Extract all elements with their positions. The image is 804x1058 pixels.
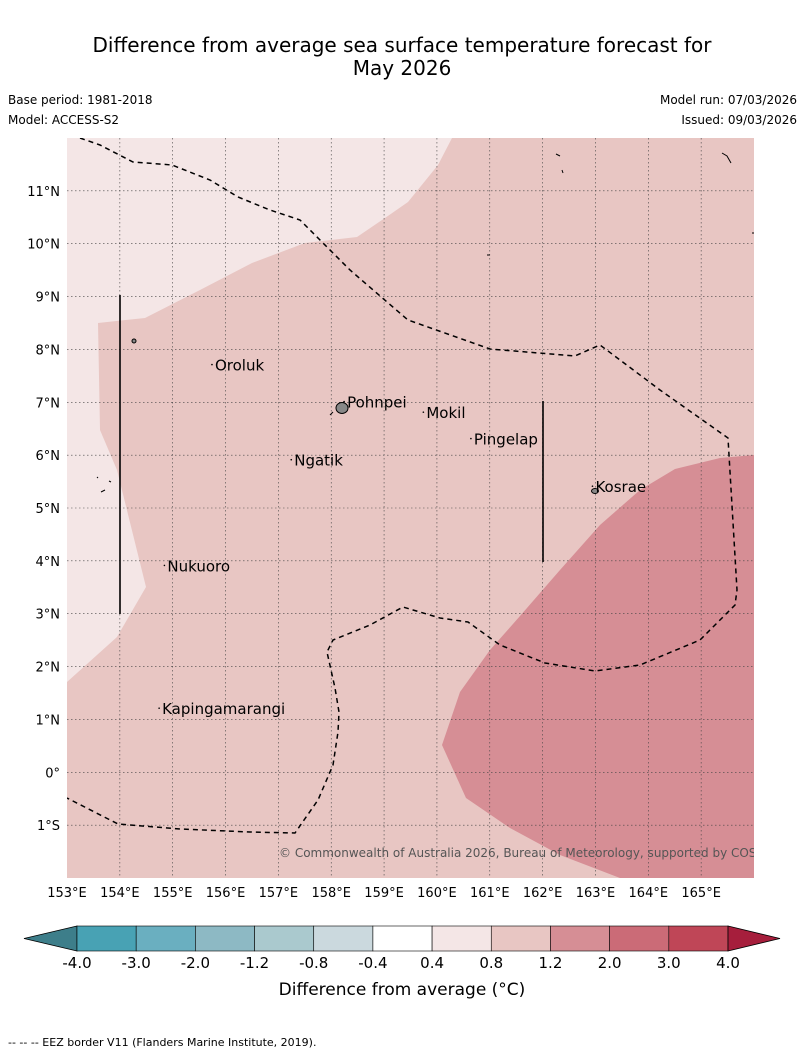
colorbar-segment <box>76 925 137 952</box>
colorbar-over-arrow <box>727 925 781 952</box>
lon-tick-label: 154°E <box>100 886 140 901</box>
map-plot-area: Oroluk Pohnpei Mokil Pingelap Ngatik Kosrae Nu… <box>67 138 784 878</box>
lat-tick-label: 2°N <box>36 661 61 676</box>
colorbar-title: Difference from average (°C) <box>278 980 526 1000</box>
base-period: Base period: 1981-2018 <box>8 93 153 107</box>
small-islet-1 <box>329 411 334 416</box>
lat-tick-label: 1°N <box>36 713 61 728</box>
colorbar-segment <box>490 925 551 952</box>
pohnpei-island <box>335 402 349 414</box>
islands <box>96 152 754 494</box>
graticule <box>67 138 754 878</box>
eez-borders <box>67 138 738 834</box>
place-label: Mokil <box>426 404 465 422</box>
lat-tick-label: 11°N <box>27 185 60 200</box>
colorbar-segment <box>313 925 374 952</box>
lat-tick-label: 1°S <box>37 819 60 834</box>
lon-tick-label: 155°E <box>153 886 193 901</box>
colorbar-tick-label: -4.0 <box>62 954 91 972</box>
colorbar-tick-label: 2.0 <box>598 954 622 972</box>
place-marker <box>422 411 425 413</box>
place-label: Kosrae <box>595 478 646 496</box>
lon-tick-label: 153°E <box>47 886 87 901</box>
latitude-tick-labels: 1°S 0° 1°N 2°N 3°N 4°N 5°N 6°N 7°N 8°N 9°N 10°N 11°N <box>27 185 60 834</box>
lon-tick-label: 164°E <box>629 886 669 901</box>
anomaly-field-0.4-0.8-north <box>67 138 452 682</box>
colorbar-segment <box>135 925 196 952</box>
colorbar-under-arrow <box>23 925 78 952</box>
place-marker <box>343 400 345 403</box>
lat-tick-label: 3°N <box>36 608 61 623</box>
colorbar-tick-label: -3.0 <box>122 954 151 972</box>
model-name: Model: ACCESS-S2 <box>8 113 120 127</box>
lon-tick-label: 160°E <box>417 886 457 901</box>
place-label: Oroluk <box>215 357 264 375</box>
copyright-notice: © Commonwealth of Australia 2026, Bureau… <box>279 846 784 860</box>
small-islet-4 <box>721 152 732 164</box>
place-marker <box>470 437 472 440</box>
colorbar-segment <box>609 925 670 952</box>
small-islet-2 <box>96 476 112 493</box>
lat-tick-label: 0° <box>45 766 60 781</box>
colorbar-tick-label: -1.2 <box>240 954 269 972</box>
colorbar-tick-label: -2.0 <box>181 954 210 972</box>
lon-tick-label: 157°E <box>259 886 299 901</box>
colorbar-tick-label: 4.0 <box>716 954 740 972</box>
sst-anomaly-map: Oroluk Pohnpei Mokil Pingelap Ngatik Kosrae Nu… <box>23 138 784 972</box>
colorbar-tick-label: 0.8 <box>479 954 503 972</box>
place-label: Pingelap <box>474 431 538 449</box>
place-label: Ngatik <box>294 452 343 470</box>
colorbar-segment <box>431 925 492 952</box>
colorbar-tick-label: -0.8 <box>299 954 328 972</box>
lat-tick-label: 10°N <box>27 238 60 253</box>
colorbar-tick-label: 0.4 <box>420 954 444 972</box>
colorbar-segment <box>668 925 729 952</box>
place-label: Kapingamarangi <box>162 700 285 718</box>
lon-tick-label: 159°E <box>364 886 404 901</box>
colorbar-segment <box>195 925 255 952</box>
place-label: Nukuoro <box>167 557 230 575</box>
kosrae-island <box>591 488 599 494</box>
place-marker <box>290 458 293 461</box>
lat-tick-label: 6°N <box>36 449 61 464</box>
place-marker <box>158 707 160 709</box>
colorbar: -4.0 -3.0 -2.0 -1.2 -0.8 -0.4 0.4 0.8 1.2 2.0 3.0 4… <box>23 925 781 972</box>
colorbar-segment <box>550 925 610 952</box>
lat-tick-label: 5°N <box>36 502 61 517</box>
issued-date: Issued: 09/03/2026 <box>681 113 797 127</box>
lat-tick-label: 9°N <box>36 291 61 306</box>
lon-tick-label: 161°E <box>470 886 510 901</box>
lon-tick-label: 165°E <box>681 886 721 901</box>
lat-tick-label: 7°N <box>36 396 61 411</box>
colorbar-segment <box>254 925 315 952</box>
colorbar-tick-label: 1.2 <box>539 954 563 972</box>
place-labels: Oroluk Pohnpei Mokil Pingelap Ngatik Kosrae Nu… <box>158 357 646 718</box>
longitude-tick-labels: 153°E 154°E 155°E 156°E 157°E 158°E 159°E 160°E… <box>47 886 721 901</box>
lat-tick-label: 4°N <box>36 555 61 570</box>
place-marker <box>591 485 594 487</box>
lat-tick-label: 8°N <box>36 343 61 358</box>
colorbar-tick-label: -0.4 <box>358 954 387 972</box>
lon-tick-label: 158°E <box>311 886 351 901</box>
place-marker <box>163 564 166 567</box>
lon-tick-label: 162°E <box>523 886 563 901</box>
oroluk-atoll <box>131 338 137 344</box>
place-label: Pohnpei <box>347 394 407 412</box>
title-line-2: May 2026 <box>352 56 452 80</box>
title-line-1: Difference from average sea surface temp… <box>92 33 712 57</box>
small-islet-3 <box>555 153 564 174</box>
lon-tick-label: 156°E <box>206 886 246 901</box>
place-marker <box>211 363 213 366</box>
colorbar-segment <box>372 925 433 952</box>
eez-footnote: -- -- -- EEZ border V11 (Flanders Marine… <box>8 1036 317 1049</box>
lon-tick-label: 163°E <box>576 886 616 901</box>
colorbar-tick-label: 3.0 <box>657 954 681 972</box>
model-run: Model run: 07/03/2026 <box>659 93 797 107</box>
